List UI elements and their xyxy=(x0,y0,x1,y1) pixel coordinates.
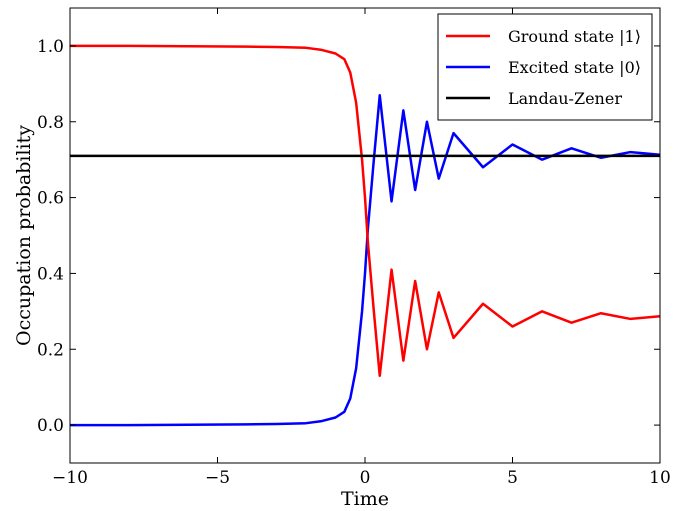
x-axis-title: Time xyxy=(341,488,389,510)
x-tick-label: 10 xyxy=(649,468,671,488)
legend-label: Excited state |0⟩ xyxy=(508,58,641,77)
series-layer xyxy=(70,44,660,427)
series-line-1 xyxy=(70,93,660,427)
series-line-0 xyxy=(70,44,660,378)
x-tick-label: 0 xyxy=(360,468,371,488)
x-tick-label: −5 xyxy=(205,468,230,488)
y-axis-title: Occupation probability xyxy=(13,125,35,346)
legend: Ground state |1⟩ Excited state |0⟩ Landau-… xyxy=(437,13,653,121)
y-tick-label: 0.0 xyxy=(37,416,64,436)
y-tick-label: 1.0 xyxy=(37,37,64,57)
x-tick-label: −10 xyxy=(52,468,88,488)
legend-label: Landau-Zener xyxy=(508,89,622,108)
legend-label: Ground state |1⟩ xyxy=(508,27,641,46)
y-tick-label: 0.2 xyxy=(37,340,64,360)
ticks-layer: −10 −5 0 5 10 0.0 0.2 0.4 0.6 0.8 1.0 xyxy=(37,8,671,488)
y-tick-label: 0.8 xyxy=(37,113,64,133)
y-tick-label: 0.6 xyxy=(37,189,64,209)
y-tick-label: 0.4 xyxy=(37,264,64,284)
x-tick-label: 5 xyxy=(507,468,518,488)
